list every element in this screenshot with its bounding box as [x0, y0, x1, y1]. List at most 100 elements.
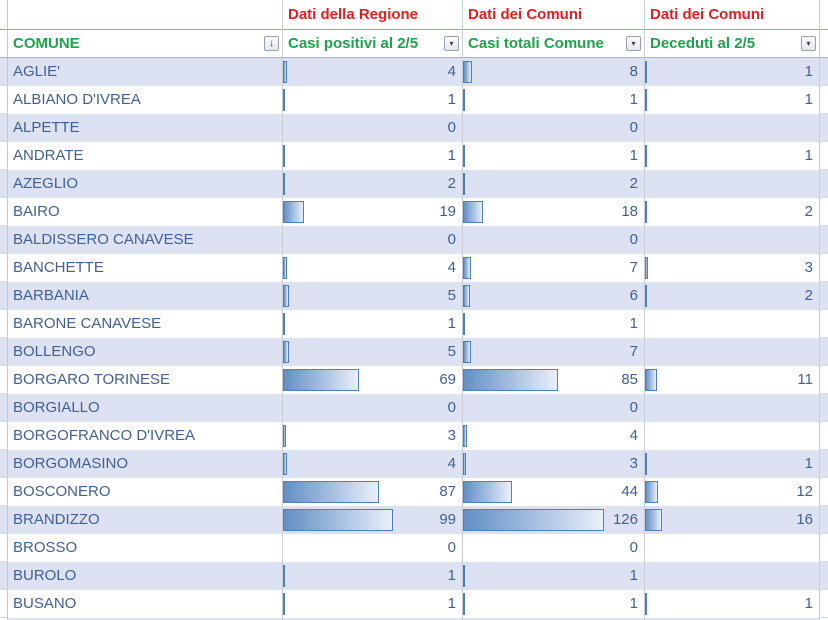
comune-cell[interactable]: BRANDIZZO: [8, 506, 283, 534]
cell-casi-positivi[interactable]: 1: [283, 590, 463, 618]
comune-cell[interactable]: ALBIANO D'IVREA: [8, 86, 283, 114]
cell-deceduti[interactable]: 2: [645, 282, 820, 310]
filter-dropdown-casi-positivi[interactable]: ▾: [444, 36, 459, 51]
cell-casi-positivi[interactable]: 5: [283, 282, 463, 310]
cell-casi-totali[interactable]: 18: [463, 198, 645, 226]
cell-casi-totali[interactable]: 0: [463, 226, 645, 254]
comune-cell[interactable]: ALPETTE: [8, 114, 283, 142]
cell-casi-positivi[interactable]: 4: [283, 58, 463, 86]
cell-casi-totali[interactable]: 7: [463, 338, 645, 366]
cell-casi-totali[interactable]: 1: [463, 562, 645, 590]
comune-cell[interactable]: AZEGLIO: [8, 170, 283, 198]
cell-casi-positivi[interactable]: 0: [283, 394, 463, 422]
cell-casi-totali[interactable]: 0: [463, 534, 645, 562]
comune-cell[interactable]: BARONE CANAVESE: [8, 310, 283, 338]
comune-cell[interactable]: BAIRO: [8, 198, 283, 226]
comune-cell[interactable]: BUSANO: [8, 590, 283, 618]
cell-deceduti[interactable]: [645, 310, 820, 338]
cell-casi-totali[interactable]: 0: [463, 114, 645, 142]
cell-casi-totali[interactable]: 1: [463, 86, 645, 114]
cell-casi-positivi[interactable]: 69: [283, 366, 463, 394]
filter-dropdown-deceduti[interactable]: ▾: [801, 36, 816, 51]
cell-casi-positivi[interactable]: 1: [283, 142, 463, 170]
group-header-regione-cell[interactable]: Dati della Regione: [283, 0, 463, 30]
group-header-comuni-deceduti-cell[interactable]: Dati dei Comuni: [645, 0, 820, 30]
table-row: BUROLO 1 1: [0, 562, 828, 590]
cell-deceduti[interactable]: 12: [645, 478, 820, 506]
column-header-deceduti[interactable]: Deceduti al 2/5 ▾: [645, 30, 820, 58]
cell-deceduti[interactable]: [645, 394, 820, 422]
table-row: BALDISSERO CANAVESE 0 0: [0, 226, 828, 254]
cell-casi-totali[interactable]: 85: [463, 366, 645, 394]
cell-casi-totali[interactable]: 7: [463, 254, 645, 282]
comune-cell[interactable]: BROSSO: [8, 534, 283, 562]
group-header-comuni-totali-cell[interactable]: Dati dei Comuni: [463, 0, 645, 30]
cell-casi-positivi[interactable]: 2: [283, 170, 463, 198]
cell-casi-positivi[interactable]: 0: [283, 226, 463, 254]
comune-cell[interactable]: BORGIALLO: [8, 394, 283, 422]
comune-cell[interactable]: BARBANIA: [8, 282, 283, 310]
cell-casi-positivi[interactable]: 4: [283, 450, 463, 478]
cell-casi-positivi[interactable]: 4: [283, 254, 463, 282]
cell-casi-positivi[interactable]: 99: [283, 506, 463, 534]
cell-casi-positivi[interactable]: 1: [283, 86, 463, 114]
cell-deceduti[interactable]: [645, 226, 820, 254]
comune-cell[interactable]: BUROLO: [8, 562, 283, 590]
comune-cell[interactable]: AGLIE': [8, 58, 283, 86]
comune-cell[interactable]: BORGARO TORINESE: [8, 366, 283, 394]
cell-casi-positivi[interactable]: 3: [283, 422, 463, 450]
column-header-comune-label: COMUNE: [13, 35, 80, 52]
cell-casi-totali[interactable]: 0: [463, 394, 645, 422]
cell-deceduti[interactable]: [645, 422, 820, 450]
cell-casi-positivi[interactable]: 0: [283, 114, 463, 142]
cell-casi-totali[interactable]: 44: [463, 478, 645, 506]
cell-deceduti[interactable]: [645, 114, 820, 142]
cell-casi-totali[interactable]: 2: [463, 170, 645, 198]
cell-deceduti[interactable]: 1: [645, 142, 820, 170]
comune-cell[interactable]: BORGOMASINO: [8, 450, 283, 478]
comune-cell[interactable]: BOSCONERO: [8, 478, 283, 506]
cell-deceduti[interactable]: [645, 170, 820, 198]
right-gutter-cell: [820, 30, 828, 58]
cell-value: 6: [629, 287, 638, 304]
cell-casi-totali[interactable]: 126: [463, 506, 645, 534]
cell-casi-totali[interactable]: 3: [463, 450, 645, 478]
comune-cell[interactable]: BALDISSERO CANAVESE: [8, 226, 283, 254]
cell-deceduti[interactable]: [645, 338, 820, 366]
cell-casi-totali[interactable]: 6: [463, 282, 645, 310]
cell-casi-totali[interactable]: 1: [463, 310, 645, 338]
comune-cell[interactable]: BOLLENGO: [8, 338, 283, 366]
cell-casi-positivi[interactable]: 87: [283, 478, 463, 506]
cell-deceduti[interactable]: 1: [645, 86, 820, 114]
sort-filter-button-comune[interactable]: ↓: [264, 36, 279, 51]
cell-casi-totali[interactable]: 4: [463, 422, 645, 450]
cell-deceduti[interactable]: 2: [645, 198, 820, 226]
column-header-casi-positivi[interactable]: Casi positivi al 2/5 ▾: [283, 30, 463, 58]
comune-cell[interactable]: ANDRATE: [8, 142, 283, 170]
cell-deceduti[interactable]: 16: [645, 506, 820, 534]
column-header-casi-totali[interactable]: Casi totali Comune ▾: [463, 30, 645, 58]
data-bar: [645, 369, 657, 391]
comune-cell[interactable]: BORGOFRANCO D'IVREA: [8, 422, 283, 450]
cell-deceduti[interactable]: 11: [645, 366, 820, 394]
filter-dropdown-casi-totali[interactable]: ▾: [626, 36, 641, 51]
cell-casi-positivi[interactable]: 19: [283, 198, 463, 226]
group-header-comuni-deceduti-label: Dati dei Comuni: [650, 6, 765, 23]
comune-cell[interactable]: BANCHETTE: [8, 254, 283, 282]
cell-casi-totali[interactable]: 1: [463, 590, 645, 618]
cell-deceduti[interactable]: 1: [645, 58, 820, 86]
cell-casi-positivi[interactable]: 1: [283, 310, 463, 338]
cell-deceduti[interactable]: 3: [645, 254, 820, 282]
cell-deceduti[interactable]: 1: [645, 450, 820, 478]
cell-deceduti[interactable]: [645, 562, 820, 590]
cell-casi-totali[interactable]: 1: [463, 142, 645, 170]
cell-casi-positivi[interactable]: 5: [283, 338, 463, 366]
cell-deceduti[interactable]: 1: [645, 590, 820, 618]
cell-casi-totali[interactable]: 8: [463, 58, 645, 86]
cell-deceduti[interactable]: [645, 534, 820, 562]
column-header-comune[interactable]: COMUNE ↓: [8, 30, 283, 58]
cell-casi-positivi[interactable]: 0: [283, 534, 463, 562]
right-gutter-cell: [820, 338, 828, 366]
cell-casi-positivi[interactable]: 1: [283, 562, 463, 590]
group-header-empty-cell[interactable]: [8, 0, 283, 30]
